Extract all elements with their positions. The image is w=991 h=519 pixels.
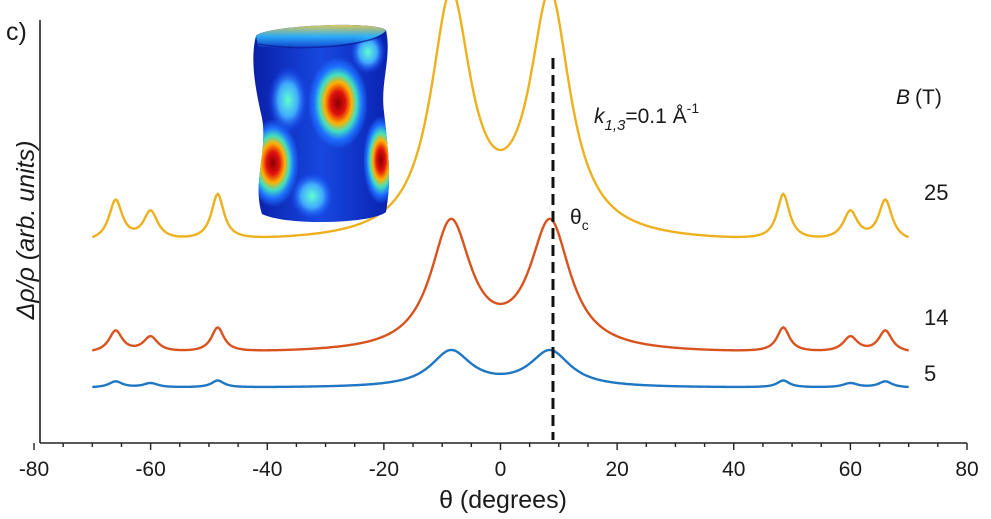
x-tick-label: 40 bbox=[722, 458, 745, 481]
x-ticks bbox=[33, 443, 968, 450]
x-tick-labels: -80 -60 -40 -20 0 20 40 60 80 bbox=[19, 458, 979, 481]
k-value: =0.1 Å bbox=[625, 105, 686, 128]
series-line-25T bbox=[91, 0, 910, 239]
series-labels: 5 14 25 bbox=[924, 180, 948, 386]
critical-angle-label: θc bbox=[570, 206, 589, 233]
series-line-14T bbox=[92, 217, 909, 352]
k-superscript: -1 bbox=[687, 100, 700, 116]
legend-title: B (T) bbox=[896, 86, 942, 109]
x-tick-label: -80 bbox=[19, 458, 49, 481]
x-tick-label: -60 bbox=[135, 458, 165, 481]
panel-label: c) bbox=[6, 18, 27, 46]
x-tick-label: 0 bbox=[495, 458, 507, 481]
x-axis-title: θ (degrees) bbox=[439, 486, 567, 514]
x-tick-label: -20 bbox=[369, 458, 399, 481]
critical-angle-symbol: θ bbox=[570, 206, 582, 229]
legend-title-unit: (T) bbox=[915, 86, 942, 109]
y-axis-title: Δρ/ρ (arb. units) bbox=[12, 141, 40, 321]
inset-fermi-surface bbox=[253, 24, 390, 223]
legend-title-variable: B bbox=[896, 86, 910, 109]
x-tick-label: 20 bbox=[605, 458, 628, 481]
series-label-25T: 25 bbox=[924, 180, 948, 205]
critical-angle-subscript: c bbox=[582, 217, 589, 233]
series-label-5T: 5 bbox=[924, 361, 936, 386]
series-line-5T bbox=[92, 348, 909, 389]
k-symbol: k bbox=[594, 105, 606, 128]
x-tick-label: 60 bbox=[839, 458, 862, 481]
series-label-14T: 14 bbox=[924, 305, 948, 330]
x-tick-label: 80 bbox=[955, 458, 978, 481]
k-subscript: 1,3 bbox=[605, 117, 627, 134]
k-annotation: k1,3=0.1 Å-1 bbox=[594, 100, 699, 134]
x-tick-label: -40 bbox=[252, 458, 282, 481]
series-lines bbox=[91, 0, 910, 389]
